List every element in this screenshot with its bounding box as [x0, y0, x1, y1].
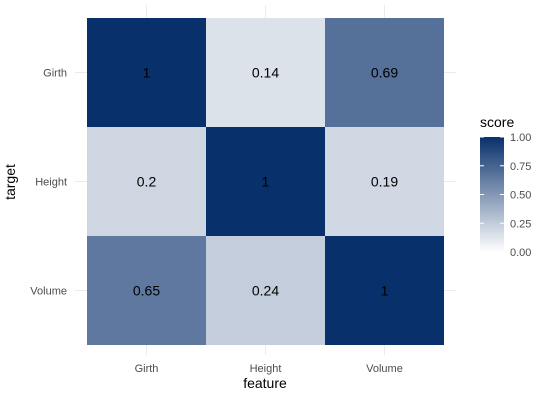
heatmap-cell: [325, 236, 444, 345]
heatmap-cells: [87, 18, 444, 345]
heatmap-cell: [325, 127, 444, 236]
heatmap-cell: [206, 236, 325, 345]
legend: score 1.00 0.75 0.50 0.25 0.00: [480, 114, 531, 259]
cell-value-label: 0.14: [252, 65, 279, 81]
y-tick-label: Girth: [43, 68, 67, 80]
x-axis-ticks: Girth Height Volume: [135, 363, 403, 375]
heatmap-cell: [325, 18, 444, 127]
legend-tick-label: 0.50: [510, 190, 531, 202]
cell-value-label: 0.24: [252, 283, 279, 299]
heatmap-cell: [206, 18, 325, 127]
cell-value-labels: 1 0.14 0.69 0.2 1 0.19 0.65 0.24 1: [133, 65, 398, 299]
x-tick-label: Volume: [366, 363, 403, 375]
y-axis-ticks: Girth Height Volume: [30, 68, 67, 298]
legend-tick-label: 0.25: [510, 218, 531, 230]
cell-value-label: 0.2: [137, 174, 157, 190]
legend-ticks: 1.00 0.75 0.50 0.25 0.00: [480, 132, 531, 259]
legend-tick-label: 1.00: [510, 132, 531, 144]
cell-value-label: 1: [381, 283, 389, 299]
heatmap-cell: [87, 18, 206, 127]
legend-tick-label: 0.00: [510, 247, 531, 259]
legend-tick-label: 0.75: [510, 161, 531, 173]
heatmap-cell: [87, 236, 206, 345]
cell-value-label: 1: [143, 65, 151, 81]
heatmap-cell: [206, 127, 325, 236]
x-tick-label: Height: [250, 363, 282, 375]
x-axis-title: feature: [243, 375, 287, 391]
heatmap-cell: [87, 127, 206, 236]
cell-value-label: 1: [262, 174, 270, 190]
y-tick-label: Volume: [30, 286, 67, 298]
x-tick-label: Girth: [135, 363, 159, 375]
cell-value-label: 0.69: [371, 65, 398, 81]
y-axis-title: target: [2, 164, 18, 200]
cell-value-label: 0.19: [371, 174, 398, 190]
cell-value-label: 0.65: [133, 283, 160, 299]
legend-title: score: [480, 114, 514, 130]
y-tick-label: Height: [35, 177, 67, 189]
